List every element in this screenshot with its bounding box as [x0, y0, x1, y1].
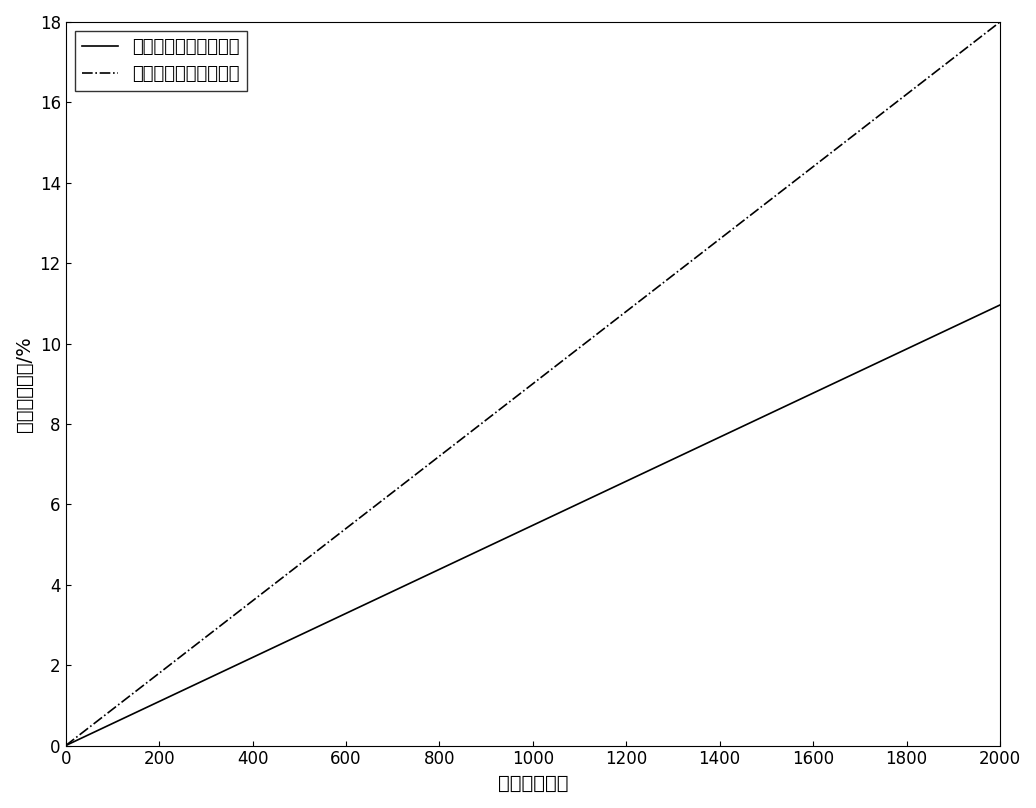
乘法计算效率提高曲线	[107, 704, 119, 713]
加法计算效率提高曲线	[994, 300, 1006, 309]
乘法计算效率提高曲线	[967, 38, 979, 48]
Y-axis label: 计算效率提高/%: 计算效率提高/%	[15, 336, 34, 431]
乘法计算效率提高曲线	[994, 17, 1006, 27]
加法计算效率提高曲线	[489, 538, 501, 548]
加法计算效率提高曲线	[107, 718, 119, 728]
乘法计算效率提高曲线	[489, 408, 501, 418]
Line: 加法计算效率提高曲线: 加法计算效率提高曲线	[65, 305, 1000, 746]
加法计算效率提高曲线	[795, 393, 807, 403]
乘法计算效率提高曲线	[795, 171, 807, 181]
加法计算效率提高曲线	[967, 314, 979, 323]
乘法计算效率提高曲线	[514, 389, 526, 398]
加法计算效率提高曲线	[514, 527, 526, 537]
X-axis label: 过零采样点数: 过零采样点数	[497, 774, 568, 793]
Line: 乘法计算效率提高曲线: 乘法计算效率提高曲线	[65, 22, 1000, 746]
加法计算效率提高曲线	[59, 741, 71, 751]
Legend: 加法计算效率提高曲线, 乘法计算效率提高曲线: 加法计算效率提高曲线, 乘法计算效率提高曲线	[75, 31, 248, 90]
乘法计算效率提高曲线	[967, 39, 979, 48]
乘法计算效率提高曲线	[59, 741, 71, 751]
加法计算效率提高曲线	[967, 313, 979, 322]
